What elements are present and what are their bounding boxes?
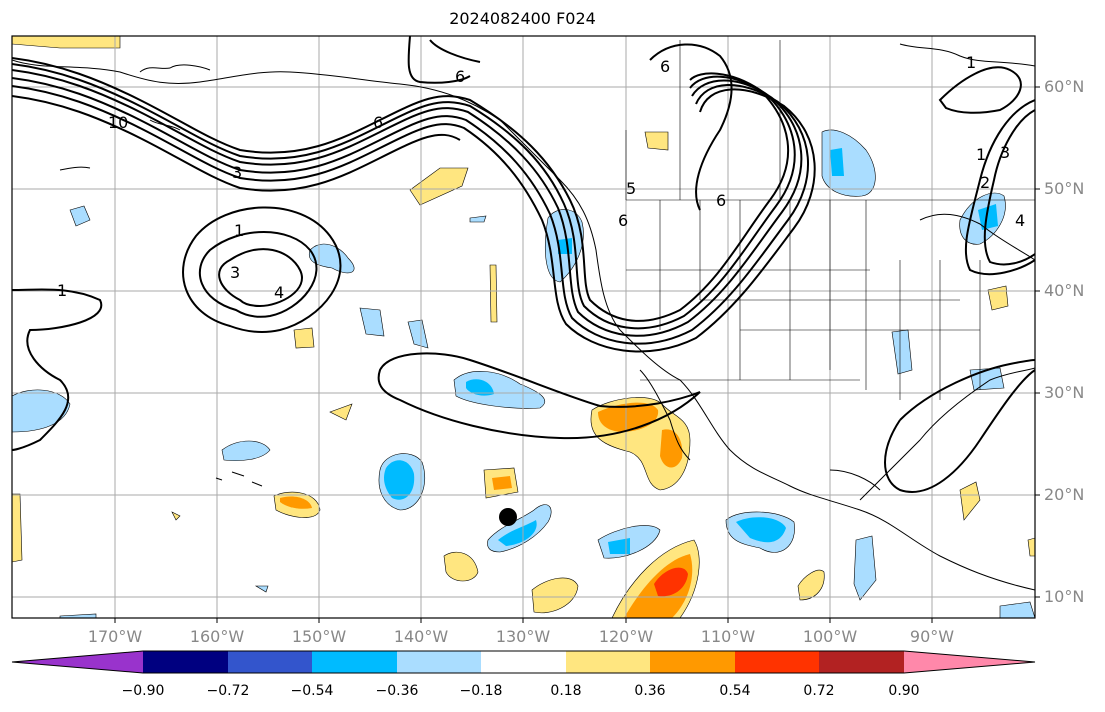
colorbar-label: 0.18 [550, 683, 582, 699]
lon-label: 170°W [87, 627, 143, 646]
contour-label: 2 [980, 173, 990, 192]
colorbar-bin [819, 651, 904, 673]
colorbar-extend-low [12, 651, 143, 673]
graticule [12, 36, 1035, 618]
colorbar-bin [650, 651, 735, 673]
lat-label: 20°N [1044, 485, 1085, 504]
contour-label: 1 [976, 145, 986, 164]
lon-label: 140°W [393, 627, 449, 646]
negative-shading [12, 129, 1035, 618]
colorbar-label: −0.72 [206, 683, 250, 699]
contour-label: 1 [234, 221, 244, 240]
political-borders [625, 40, 1035, 400]
contour-label: 6 [455, 67, 465, 86]
lon-label: 150°W [291, 627, 347, 646]
contour-label: 4 [274, 283, 284, 302]
contour-label: 3 [232, 163, 242, 182]
map-title: 2024082400 F024 [449, 9, 596, 28]
contour-label: 10 [108, 113, 128, 132]
contour-label: 6 [373, 113, 383, 132]
colorbar-bin [228, 651, 312, 673]
colorbar-label: 0.72 [803, 683, 835, 699]
colorbar-bin [735, 651, 819, 673]
colorbar-extend-high [904, 651, 1035, 673]
lon-label: 160°W [189, 627, 245, 646]
contour-label: 4 [1015, 211, 1025, 230]
lon-label: 100°W [802, 627, 858, 646]
colorbar-label: −0.90 [121, 683, 165, 699]
lon-label: 90°W [909, 627, 955, 646]
colorbar-label: 0.90 [888, 683, 920, 699]
colorbar [11, 650, 1036, 674]
colorbar-bin [566, 651, 650, 673]
lon-label: 120°W [598, 627, 654, 646]
lat-label: 40°N [1044, 281, 1085, 300]
contour-label: 6 [716, 191, 726, 210]
contour-label: 6 [660, 57, 670, 76]
lat-label: 30°N [1044, 383, 1085, 402]
lat-label: 60°N [1044, 77, 1085, 96]
lat-label: 10°N [1044, 587, 1085, 606]
colorbar-label: 0.54 [719, 683, 751, 699]
colorbar-bin [397, 651, 481, 673]
colorbar-bin [143, 651, 228, 673]
lat-label: 50°N [1044, 179, 1085, 198]
tick-marks [114, 86, 1040, 623]
contour-label: 1 [966, 53, 976, 72]
contour-label: 6 [618, 211, 628, 230]
contour-label: 3 [1000, 143, 1010, 162]
contour-label: 3 [230, 263, 240, 282]
positive-shading [12, 36, 1035, 618]
colorbar-bin [312, 651, 397, 673]
contour-label-group: 6 6 6 6 6 5 4 4 3 3 3 2 1 1 1 1 10 [57, 53, 1025, 302]
storm-position-marker [499, 508, 517, 526]
colorbar-bin [481, 651, 566, 673]
colorbar-label: 0.36 [634, 683, 666, 699]
colorbar-label: −0.36 [375, 683, 419, 699]
contour-label: 1 [57, 281, 67, 300]
contour-label: 5 [626, 179, 636, 198]
lon-label: 130°W [495, 627, 551, 646]
colorbar-label: −0.54 [290, 683, 334, 699]
contour-lines [12, 36, 1035, 493]
lon-label: 110°W [700, 627, 756, 646]
colorbar-label: −0.18 [459, 683, 503, 699]
